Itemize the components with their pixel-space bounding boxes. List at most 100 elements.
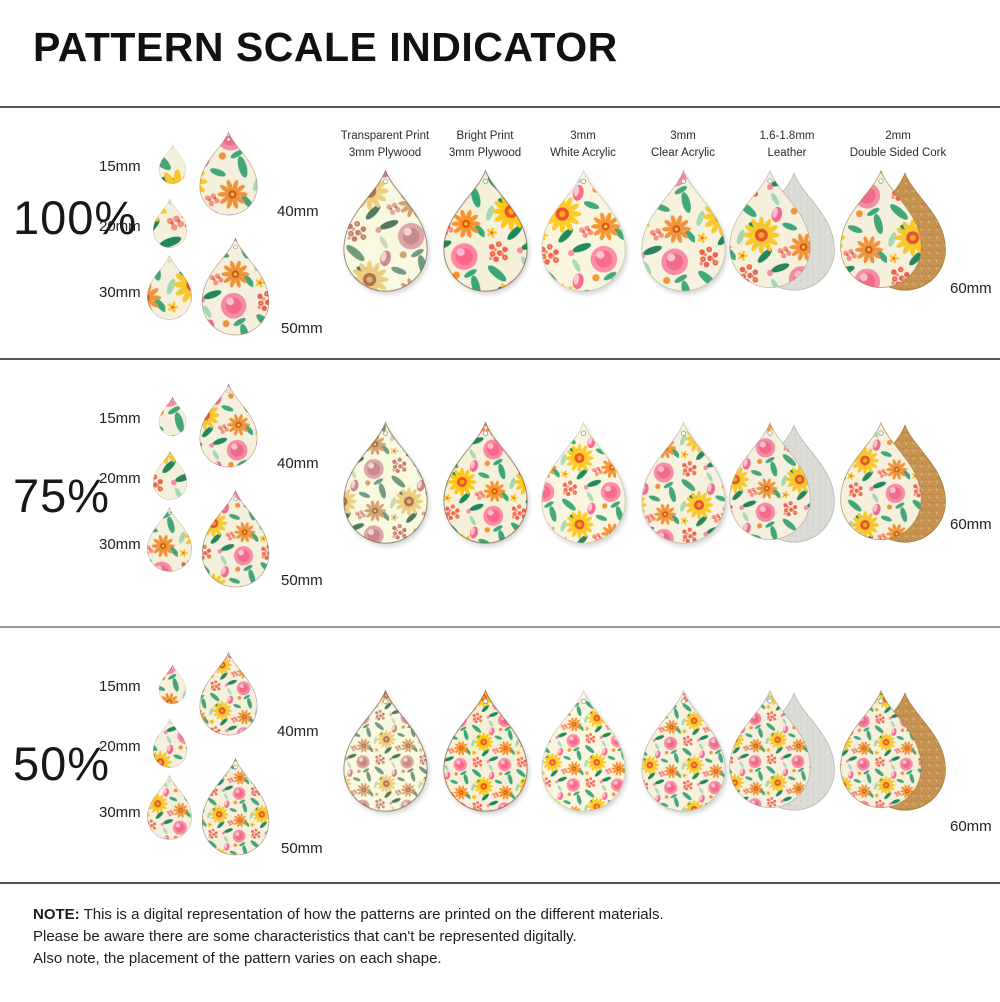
material-teardrop-leather [727, 688, 837, 812]
size-label-30mm: 30mm [99, 284, 141, 301]
column-header-line: Double Sided Cork [849, 146, 947, 159]
size-label-50mm: 50mm [281, 840, 323, 857]
sample-teardrop-40mm [198, 130, 259, 216]
scale-label-75: 75% [13, 469, 111, 522]
hang-hole [482, 430, 489, 436]
column-header-line: 3mm [570, 130, 596, 142]
teardrop-20mm [153, 198, 187, 248]
sample-teardrop-40mm [198, 382, 259, 468]
hang-hole [171, 399, 174, 402]
teardrop-60mm-white-acrylic [541, 421, 626, 544]
teardrop-60mm-transparent-plywood [343, 169, 428, 292]
sample-teardrop-20mm [152, 198, 188, 248]
material-teardrop-cork [838, 420, 948, 544]
material-teardrop-clear-acrylic [639, 688, 728, 812]
teardrop-50mm [201, 237, 270, 336]
teardrop-60mm-leather [729, 169, 835, 291]
hang-hole [878, 178, 884, 184]
teardrop-shape [541, 421, 626, 544]
material-teardrop-white-acrylic [539, 688, 628, 812]
hang-hole [226, 137, 231, 142]
hang-hole [168, 259, 171, 263]
teardrop-shape [147, 774, 192, 840]
teardrop-60mm-clear-acrylic [641, 689, 726, 812]
size-label-60mm: 60mm [950, 818, 992, 835]
size-label-40mm: 40mm [277, 723, 319, 740]
column-header-line: White Acrylic [550, 146, 616, 159]
size-label-15mm: 15mm [99, 410, 141, 427]
column-header-bright-plywood: Bright Print 3mm Plywood [419, 128, 551, 161]
sample-teardrop-30mm [146, 506, 193, 572]
teardrop-shape [443, 169, 528, 292]
sample-teardrop-50mm [200, 488, 271, 588]
teardrop-30mm [147, 506, 192, 572]
scale-row-75: 75% 15mm 20mm 30mm 40mm 50mm 60mm [0, 358, 1000, 628]
material-teardrop-transparent-plywood [341, 420, 430, 544]
sample-teardrop-30mm [146, 774, 193, 840]
column-header-clear-acrylic: 3mm Clear Acrylic [617, 128, 749, 161]
teardrop-shape [147, 506, 192, 572]
sample-teardrop-50mm [200, 756, 271, 856]
teardrop-shape [158, 396, 187, 436]
teardrop-60mm-white-acrylic [541, 689, 626, 812]
teardrop-20mm [153, 718, 187, 768]
teardrop-50mm [201, 757, 270, 856]
hang-hole [382, 430, 389, 436]
teardrop-shape [201, 757, 270, 856]
teardrop-60mm-leather [729, 689, 835, 811]
column-header-line: 3mm Plywood [348, 146, 422, 159]
note-line-1: NOTE: This is a digital representation o… [33, 904, 664, 926]
material-teardrop-cork [838, 688, 948, 812]
size-label-60mm: 60mm [950, 516, 992, 533]
note-section: NOTE: This is a digital representation o… [0, 882, 1000, 1002]
teardrop-shape [443, 689, 528, 812]
teardrop-60mm-clear-acrylic [641, 421, 726, 544]
sample-teardrop-15mm [158, 664, 187, 704]
hang-hole [580, 178, 587, 184]
hang-hole [168, 779, 171, 783]
teardrop-shape [729, 689, 811, 809]
teardrop-shape [729, 421, 811, 541]
note-prefix: NOTE: [33, 906, 80, 923]
hang-hole [580, 430, 587, 436]
teardrop-shape [343, 421, 428, 544]
size-label-20mm: 20mm [99, 470, 141, 487]
hang-hole [382, 698, 389, 704]
teardrop-shape [199, 383, 258, 468]
scale-row-50: 50% 15mm 20mm 30mm 40mm 50mm 60mm [0, 626, 1000, 884]
material-teardrop-clear-acrylic [639, 168, 728, 292]
size-label-30mm: 30mm [99, 804, 141, 821]
teardrop-shape [443, 421, 528, 544]
hang-hole [878, 430, 884, 436]
material-teardrop-white-acrylic [539, 168, 628, 292]
teardrop-30mm [147, 774, 192, 840]
sample-teardrop-20mm [152, 450, 188, 500]
column-header-line: Leather [767, 146, 807, 159]
hang-hole [168, 454, 172, 457]
scale-label-100: 100% [13, 191, 138, 244]
hang-hole [168, 722, 172, 725]
material-teardrop-white-acrylic [539, 420, 628, 544]
column-header-cork: 2mm Double Sided Cork [832, 128, 964, 161]
teardrop-shape [641, 689, 726, 812]
hang-hole [580, 698, 587, 704]
teardrop-shape [840, 169, 922, 289]
size-label-60mm: 60mm [950, 280, 992, 297]
hang-hole [171, 147, 174, 150]
hang-hole [226, 657, 231, 662]
teardrop-60mm-transparent-plywood [343, 421, 428, 544]
teardrop-15mm [158, 396, 187, 436]
material-teardrop-transparent-plywood [341, 688, 430, 812]
column-header-transparent-plywood: Transparent Print 3mm Plywood [319, 128, 451, 161]
teardrop-shape [541, 169, 626, 292]
note-line-2: Please be aware there are some character… [33, 928, 577, 945]
teardrop-shape [199, 131, 258, 216]
sample-teardrop-50mm [200, 236, 271, 336]
teardrop-shape [153, 450, 187, 500]
hang-hole [680, 430, 687, 436]
hang-hole [482, 178, 489, 184]
teardrop-30mm [147, 254, 192, 320]
column-header-white-acrylic: 3mm White Acrylic [517, 128, 649, 161]
teardrop-60mm-clear-acrylic [641, 169, 726, 292]
